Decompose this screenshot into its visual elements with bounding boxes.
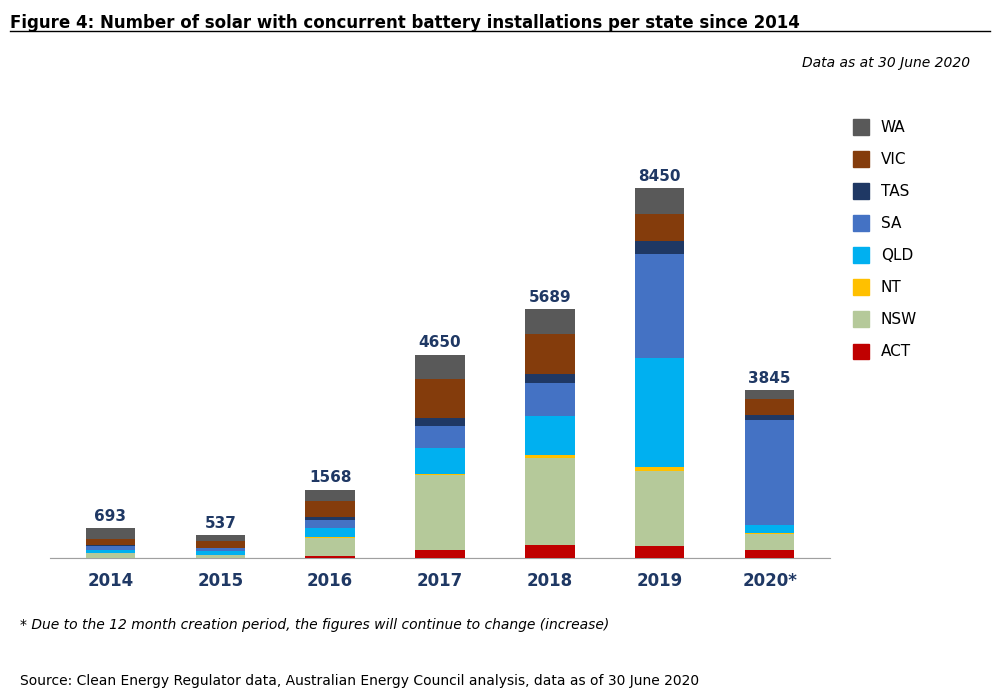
Bar [305,556,355,558]
Text: 3845: 3845 [748,371,791,385]
Legend: WA, VIC, TAS, SA, QLD, NT, NSW, ACT: WA, VIC, TAS, SA, QLD, NT, NSW, ACT [853,119,917,359]
Bar [86,545,135,546]
Bar [305,517,355,520]
Text: 1568: 1568 [309,470,351,485]
Bar [745,525,794,533]
Bar [525,309,575,334]
Bar [525,458,575,545]
Bar [525,545,575,558]
Bar [415,379,465,418]
Text: 4650: 4650 [419,335,461,350]
Text: * Due to the 12 month creation period, the figures will continue to change (incr: * Due to the 12 month creation period, t… [20,618,609,632]
Bar [196,556,245,558]
Text: 5689: 5689 [529,290,571,305]
Bar [415,448,465,475]
Bar [745,534,794,549]
Text: 537: 537 [204,516,236,530]
Bar [86,553,135,558]
Bar [305,528,355,537]
Bar [415,426,465,448]
Bar [196,541,245,548]
Text: 8450: 8450 [638,169,681,184]
Bar [415,355,465,379]
Text: 693: 693 [94,509,126,524]
Bar [525,456,575,458]
Bar [525,373,575,383]
Bar [635,546,684,558]
Bar [745,533,794,534]
Bar [305,501,355,517]
Text: Figure 4: Number of solar with concurrent battery installations per state since : Figure 4: Number of solar with concurren… [10,14,800,32]
Bar [745,549,794,558]
Bar [196,549,245,551]
Bar [86,528,135,539]
Bar [196,535,245,541]
Bar [415,475,465,549]
Bar [525,416,575,456]
Bar [635,214,684,242]
Bar [635,242,684,254]
Bar [635,468,684,471]
Bar [635,471,684,546]
Text: Source: Clean Energy Regulator data, Australian Energy Council analysis, data as: Source: Clean Energy Regulator data, Aus… [20,674,699,688]
Bar [86,539,135,545]
Bar [415,418,465,426]
Bar [305,520,355,528]
Bar [745,399,794,415]
Text: Data as at 30 June 2020: Data as at 30 June 2020 [802,56,970,70]
Bar [86,546,135,550]
Bar [745,415,794,419]
Bar [196,551,245,556]
Bar [635,188,684,214]
Bar [745,419,794,525]
Bar [635,254,684,358]
Bar [86,550,135,553]
Bar [745,390,794,399]
Bar [305,490,355,501]
Bar [305,537,355,556]
Bar [415,549,465,558]
Bar [525,334,575,373]
Bar [635,358,684,468]
Bar [525,383,575,416]
